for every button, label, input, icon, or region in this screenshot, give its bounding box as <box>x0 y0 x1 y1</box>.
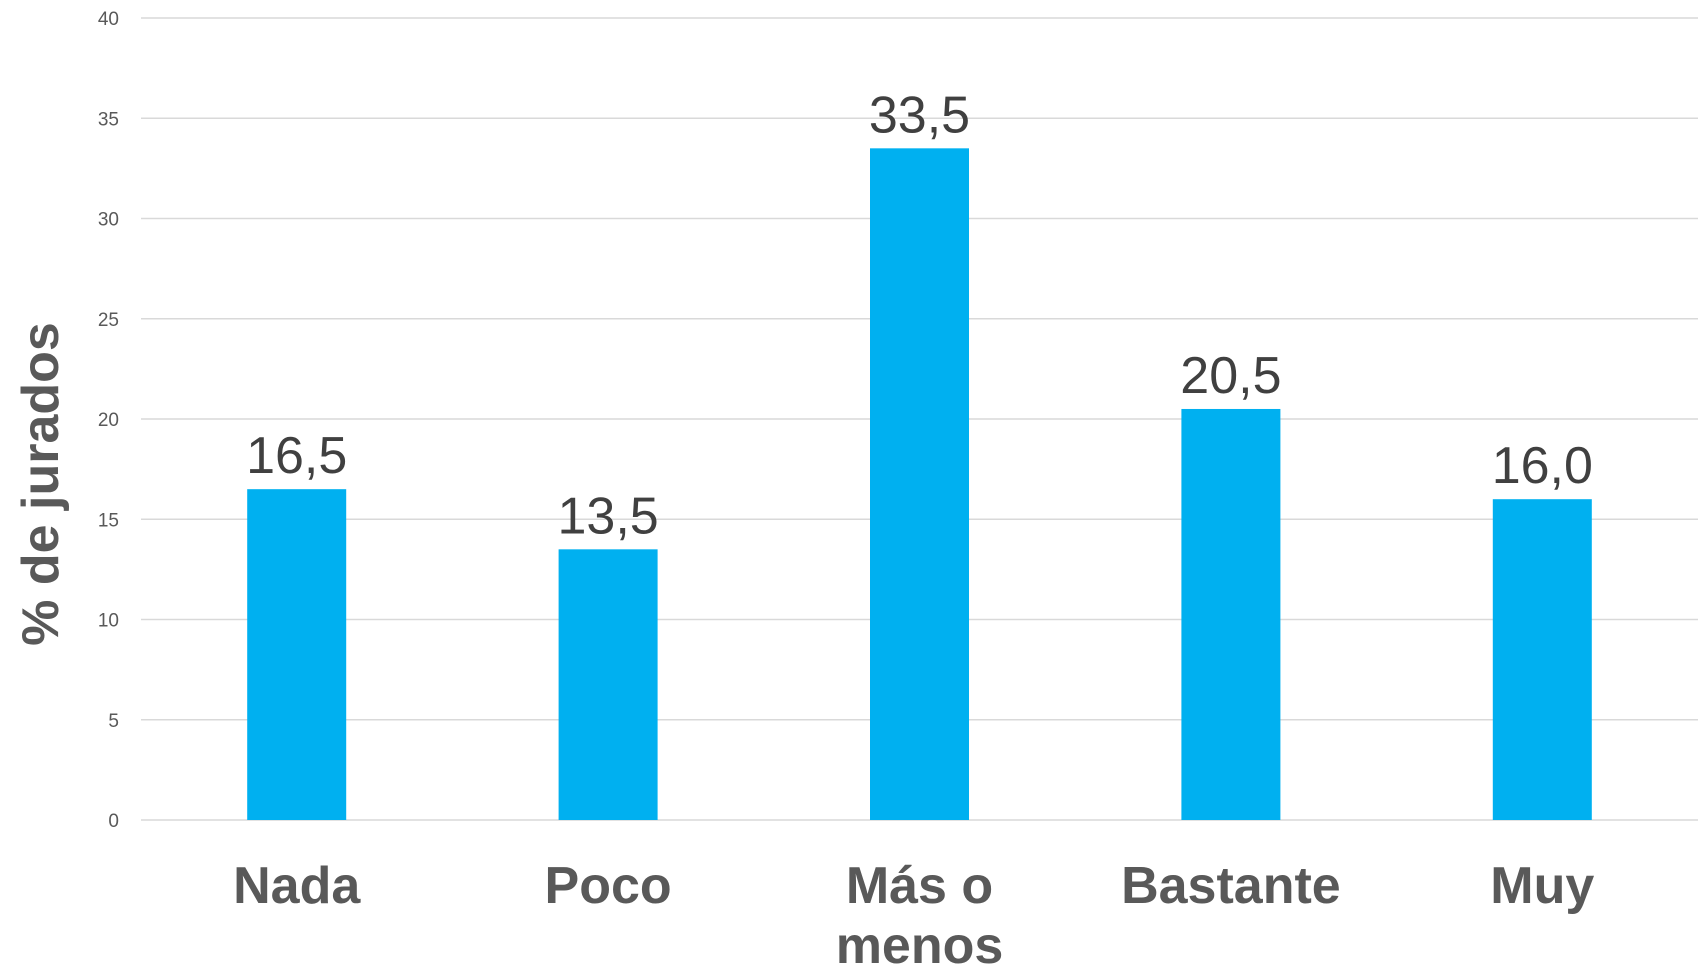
y-tick-label: 25 <box>98 310 119 331</box>
data-label: 20,5 <box>1180 347 1281 405</box>
x-tick-label: Más o menos <box>836 857 1004 968</box>
bars <box>247 148 1592 820</box>
bar <box>247 489 347 820</box>
x-tick-label: Bastante <box>1121 857 1341 915</box>
data-label: 13,5 <box>557 487 658 545</box>
y-tick-label: 15 <box>98 510 119 531</box>
bar <box>558 549 658 820</box>
y-tick-label: 40 <box>98 9 119 30</box>
bar <box>1181 408 1281 820</box>
bar <box>1492 499 1592 820</box>
y-tick-label: 35 <box>98 109 119 130</box>
data-label: 16,5 <box>246 427 347 485</box>
x-tick-label: Nada <box>233 857 361 915</box>
data-label: 33,5 <box>869 86 970 144</box>
y-axis-ticks: 0 5 10 15 20 25 30 35 40 <box>98 9 119 832</box>
x-axis-labels: Nada Poco Más o menos Bastante Muy <box>233 857 1594 968</box>
y-tick-label: 10 <box>98 611 119 632</box>
data-label: 16,0 <box>1492 437 1593 495</box>
y-tick-label: 30 <box>98 210 119 231</box>
y-axis-title: % de jurados <box>12 322 70 646</box>
y-tick-label: 20 <box>98 410 119 431</box>
y-tick-label: 0 <box>108 811 119 832</box>
y-tick-label: 5 <box>108 711 119 732</box>
x-tick-label: Poco <box>545 857 672 915</box>
bar <box>870 148 969 820</box>
x-tick-label: Muy <box>1490 857 1594 915</box>
data-labels: 16,5 13,5 33,5 20,5 16,0 <box>246 86 1593 545</box>
